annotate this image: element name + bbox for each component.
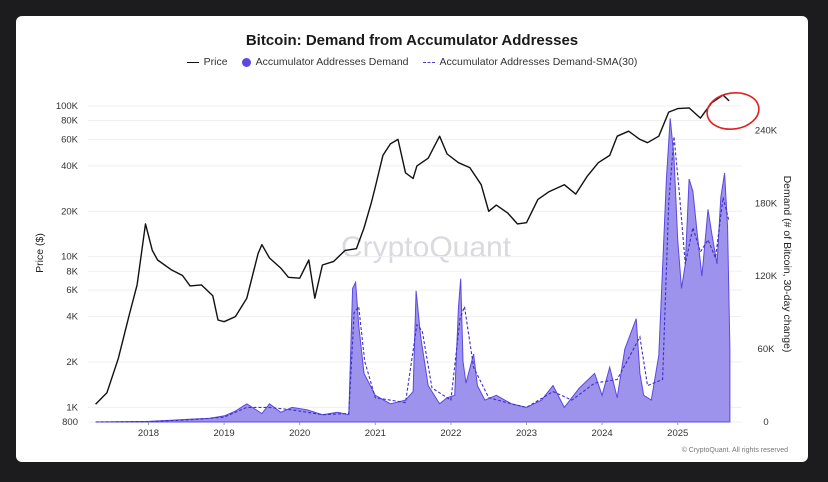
y-left-tick-label: 80K xyxy=(61,116,79,127)
y-axis-right-title: Demand (# of Bitcoin, 30-day change) xyxy=(781,176,793,353)
legend-label-sma: Accumulator Addresses Demand-SMA(30) xyxy=(439,56,638,68)
y-left-tick-label: 6K xyxy=(66,285,78,296)
legend-item-demand[interactable]: Accumulator Addresses Demand xyxy=(241,56,409,68)
left-axis-ticks: 800 1K 2K 4K 6K 8K 10K 20K 40K 60K 80K 100K xyxy=(56,101,79,428)
chart-plot: CryptoQuant 800 1K 2K 4K 6K 8K 10K 20K 40K 60K 80K… xyxy=(34,92,793,454)
price-line-layer xyxy=(95,94,730,405)
legend-label-demand: Accumulator Addresses Demand xyxy=(255,56,409,68)
sma-line xyxy=(95,136,730,423)
copyright-text: © CryptoQuant. All rights reserved xyxy=(682,446,788,454)
x-tick-label: 2022 xyxy=(440,428,461,439)
chart-legend: Price Accumulator Addresses Demand Accum… xyxy=(16,56,808,68)
y-left-tick-label: 4K xyxy=(66,312,78,323)
legend-dash-swatch xyxy=(422,61,435,63)
legend-dot-swatch xyxy=(241,57,251,67)
x-tick-label: 2019 xyxy=(214,428,235,439)
annotation-circle xyxy=(706,92,760,130)
y-right-tick-label: 120K xyxy=(755,271,778,282)
right-axis-ticks: 0 60K 120K 180K 240K xyxy=(755,125,778,428)
demand-area xyxy=(95,118,731,423)
x-axis-ticks: 2018 2019 2020 2021 2022 2023 2024 2025 xyxy=(138,422,688,439)
x-tick-label: 2024 xyxy=(592,428,613,439)
y-axis-left-title: Price ($) xyxy=(34,233,46,273)
y-left-tick-label: 1K xyxy=(66,402,78,413)
watermark: CryptoQuant xyxy=(341,231,512,264)
chart-title: Bitcoin: Demand from Accumulator Address… xyxy=(245,32,579,49)
y-left-tick-label: 2K xyxy=(66,357,78,368)
y-left-tick-label: 40K xyxy=(61,161,79,172)
legend-line-swatch xyxy=(186,61,199,63)
legend-label-price: Price xyxy=(203,56,228,68)
x-tick-label: 2021 xyxy=(365,428,386,439)
y-right-tick-label: 60K xyxy=(758,344,776,355)
y-left-tick-label: 60K xyxy=(61,134,79,145)
y-left-tick-label: 100K xyxy=(56,101,79,112)
price-line xyxy=(95,94,730,405)
y-left-tick-label: 8K xyxy=(66,266,78,277)
x-tick-label: 2023 xyxy=(516,428,537,439)
x-tick-label: 2025 xyxy=(667,428,688,439)
y-right-tick-label: 0 xyxy=(763,417,768,428)
y-left-tick-label: 10K xyxy=(61,252,79,263)
legend-item-price[interactable]: Price xyxy=(186,56,228,68)
y-right-tick-label: 240K xyxy=(755,125,778,136)
y-left-tick-label: 20K xyxy=(61,206,79,217)
x-tick-label: 2018 xyxy=(138,428,159,439)
chart-frame: Bitcoin: Demand from Accumulator Address… xyxy=(16,16,808,462)
legend-item-sma[interactable]: Accumulator Addresses Demand-SMA(30) xyxy=(422,56,638,68)
demand-area-layer xyxy=(95,118,731,423)
y-left-tick-label: 800 xyxy=(62,417,78,428)
x-tick-label: 2020 xyxy=(289,428,310,439)
sma-line-layer xyxy=(95,136,730,423)
y-right-tick-label: 180K xyxy=(755,198,778,209)
